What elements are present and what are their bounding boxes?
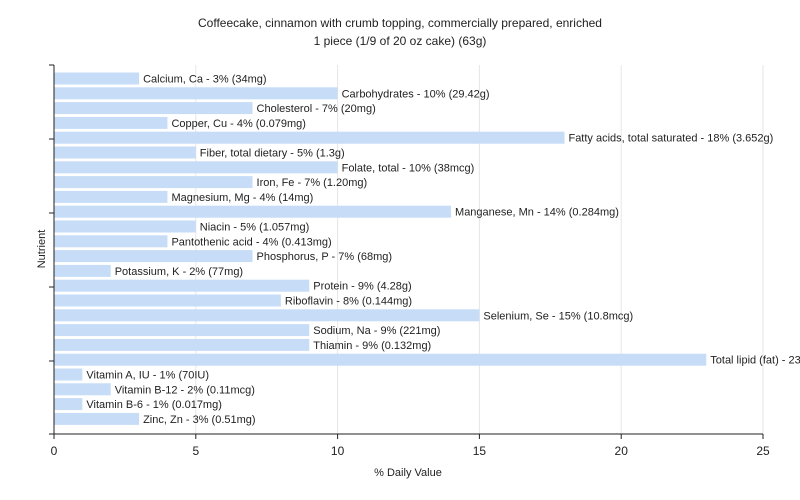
bar-label: Copper, Cu - 4% (0.079mg) [171,118,306,130]
bar-label: Iron, Fe - 7% (1.20mg) [257,177,368,189]
bar-label: Sodium, Na - 9% (221mg) [313,325,440,337]
y-axis-ticks [49,64,54,435]
bar [54,131,565,144]
bar [54,398,83,411]
bar [54,338,310,351]
bar [54,190,168,203]
bar [54,87,338,100]
x-axis-ticks: 0 5 10 15 20 25 [51,434,770,458]
bar [54,72,140,85]
bar [54,176,253,189]
bar [54,102,253,115]
bar-label: Total lipid (fat) - 23% (14.68g) [710,355,800,367]
y-axis-label: Nutrient [36,230,48,269]
bar [54,309,480,322]
bar [54,205,452,218]
bar-label: Zinc, Zn - 3% (0.51mg) [143,414,255,426]
bar [54,294,281,307]
x-tick-label: 5 [192,444,199,458]
bar-label: Selenium, Se - 15% (10.8mcg) [483,310,633,322]
x-tick-label: 0 [51,444,58,458]
bar [54,235,168,248]
bar [54,220,196,233]
bar-label: Vitamin B-6 - 1% (0.017mg) [86,399,222,411]
bar-label: Carbohydrates - 10% (29.42g) [342,88,490,100]
x-tick-label: 25 [756,444,770,458]
bar [54,161,338,174]
bar-label: Magnesium, Mg - 4% (14mg) [171,192,313,204]
bar [54,368,83,381]
bar [54,324,310,337]
x-tick-label: 15 [473,444,487,458]
chart-title-line-1: Coffeecake, cinnamon with crumb topping,… [198,16,602,30]
bar-label: Calcium, Ca - 3% (34mg) [143,74,266,86]
bar [54,116,168,129]
bar [54,412,140,425]
bar-label: Vitamin B-12 - 2% (0.11mcg) [115,384,255,396]
bar [54,146,196,159]
bar-label: Potassium, K - 2% (77mg) [115,266,243,278]
axes [53,65,763,435]
x-tick-label: 10 [331,444,345,458]
gridlines [195,65,764,434]
bar [54,264,111,277]
bar [54,279,310,292]
x-tick-label: 20 [615,444,629,458]
bar-label: Niacin - 5% (1.057mg) [200,222,309,234]
bar-label: Fiber, total dietary - 5% (1.3g) [200,148,345,160]
bar-label: Thiamin - 9% (0.132mg) [313,340,431,352]
bar-label: Phosphorus, P - 7% (68mg) [257,251,393,263]
bar-label: Fatty acids, total saturated - 18% (3.65… [568,133,773,145]
chart-title: Coffeecake, cinnamon with crumb topping,… [198,16,602,48]
bar [54,383,111,396]
bars: Calcium, Ca - 3% (34mg) Carbohydrates - 1… [54,72,800,426]
bar-label: Pantothenic acid - 4% (0.413mg) [171,236,331,248]
bar [54,353,707,366]
bar-label: Protein - 9% (4.28g) [313,281,411,293]
bar-label: Vitamin A, IU - 1% (70IU) [86,370,209,382]
chart-subtitle: 1 piece (1/9 of 20 oz cake) (63g) [314,34,487,48]
bar-label: Manganese, Mn - 14% (0.284mg) [455,207,619,219]
bar [54,250,253,263]
x-axis-label: % Daily Value [374,467,442,479]
bar-label: Cholesterol - 7% (20mg) [257,103,376,115]
bar-label: Riboflavin - 8% (0.144mg) [285,296,412,308]
bar-label: Folate, total - 10% (38mcg) [342,162,475,174]
